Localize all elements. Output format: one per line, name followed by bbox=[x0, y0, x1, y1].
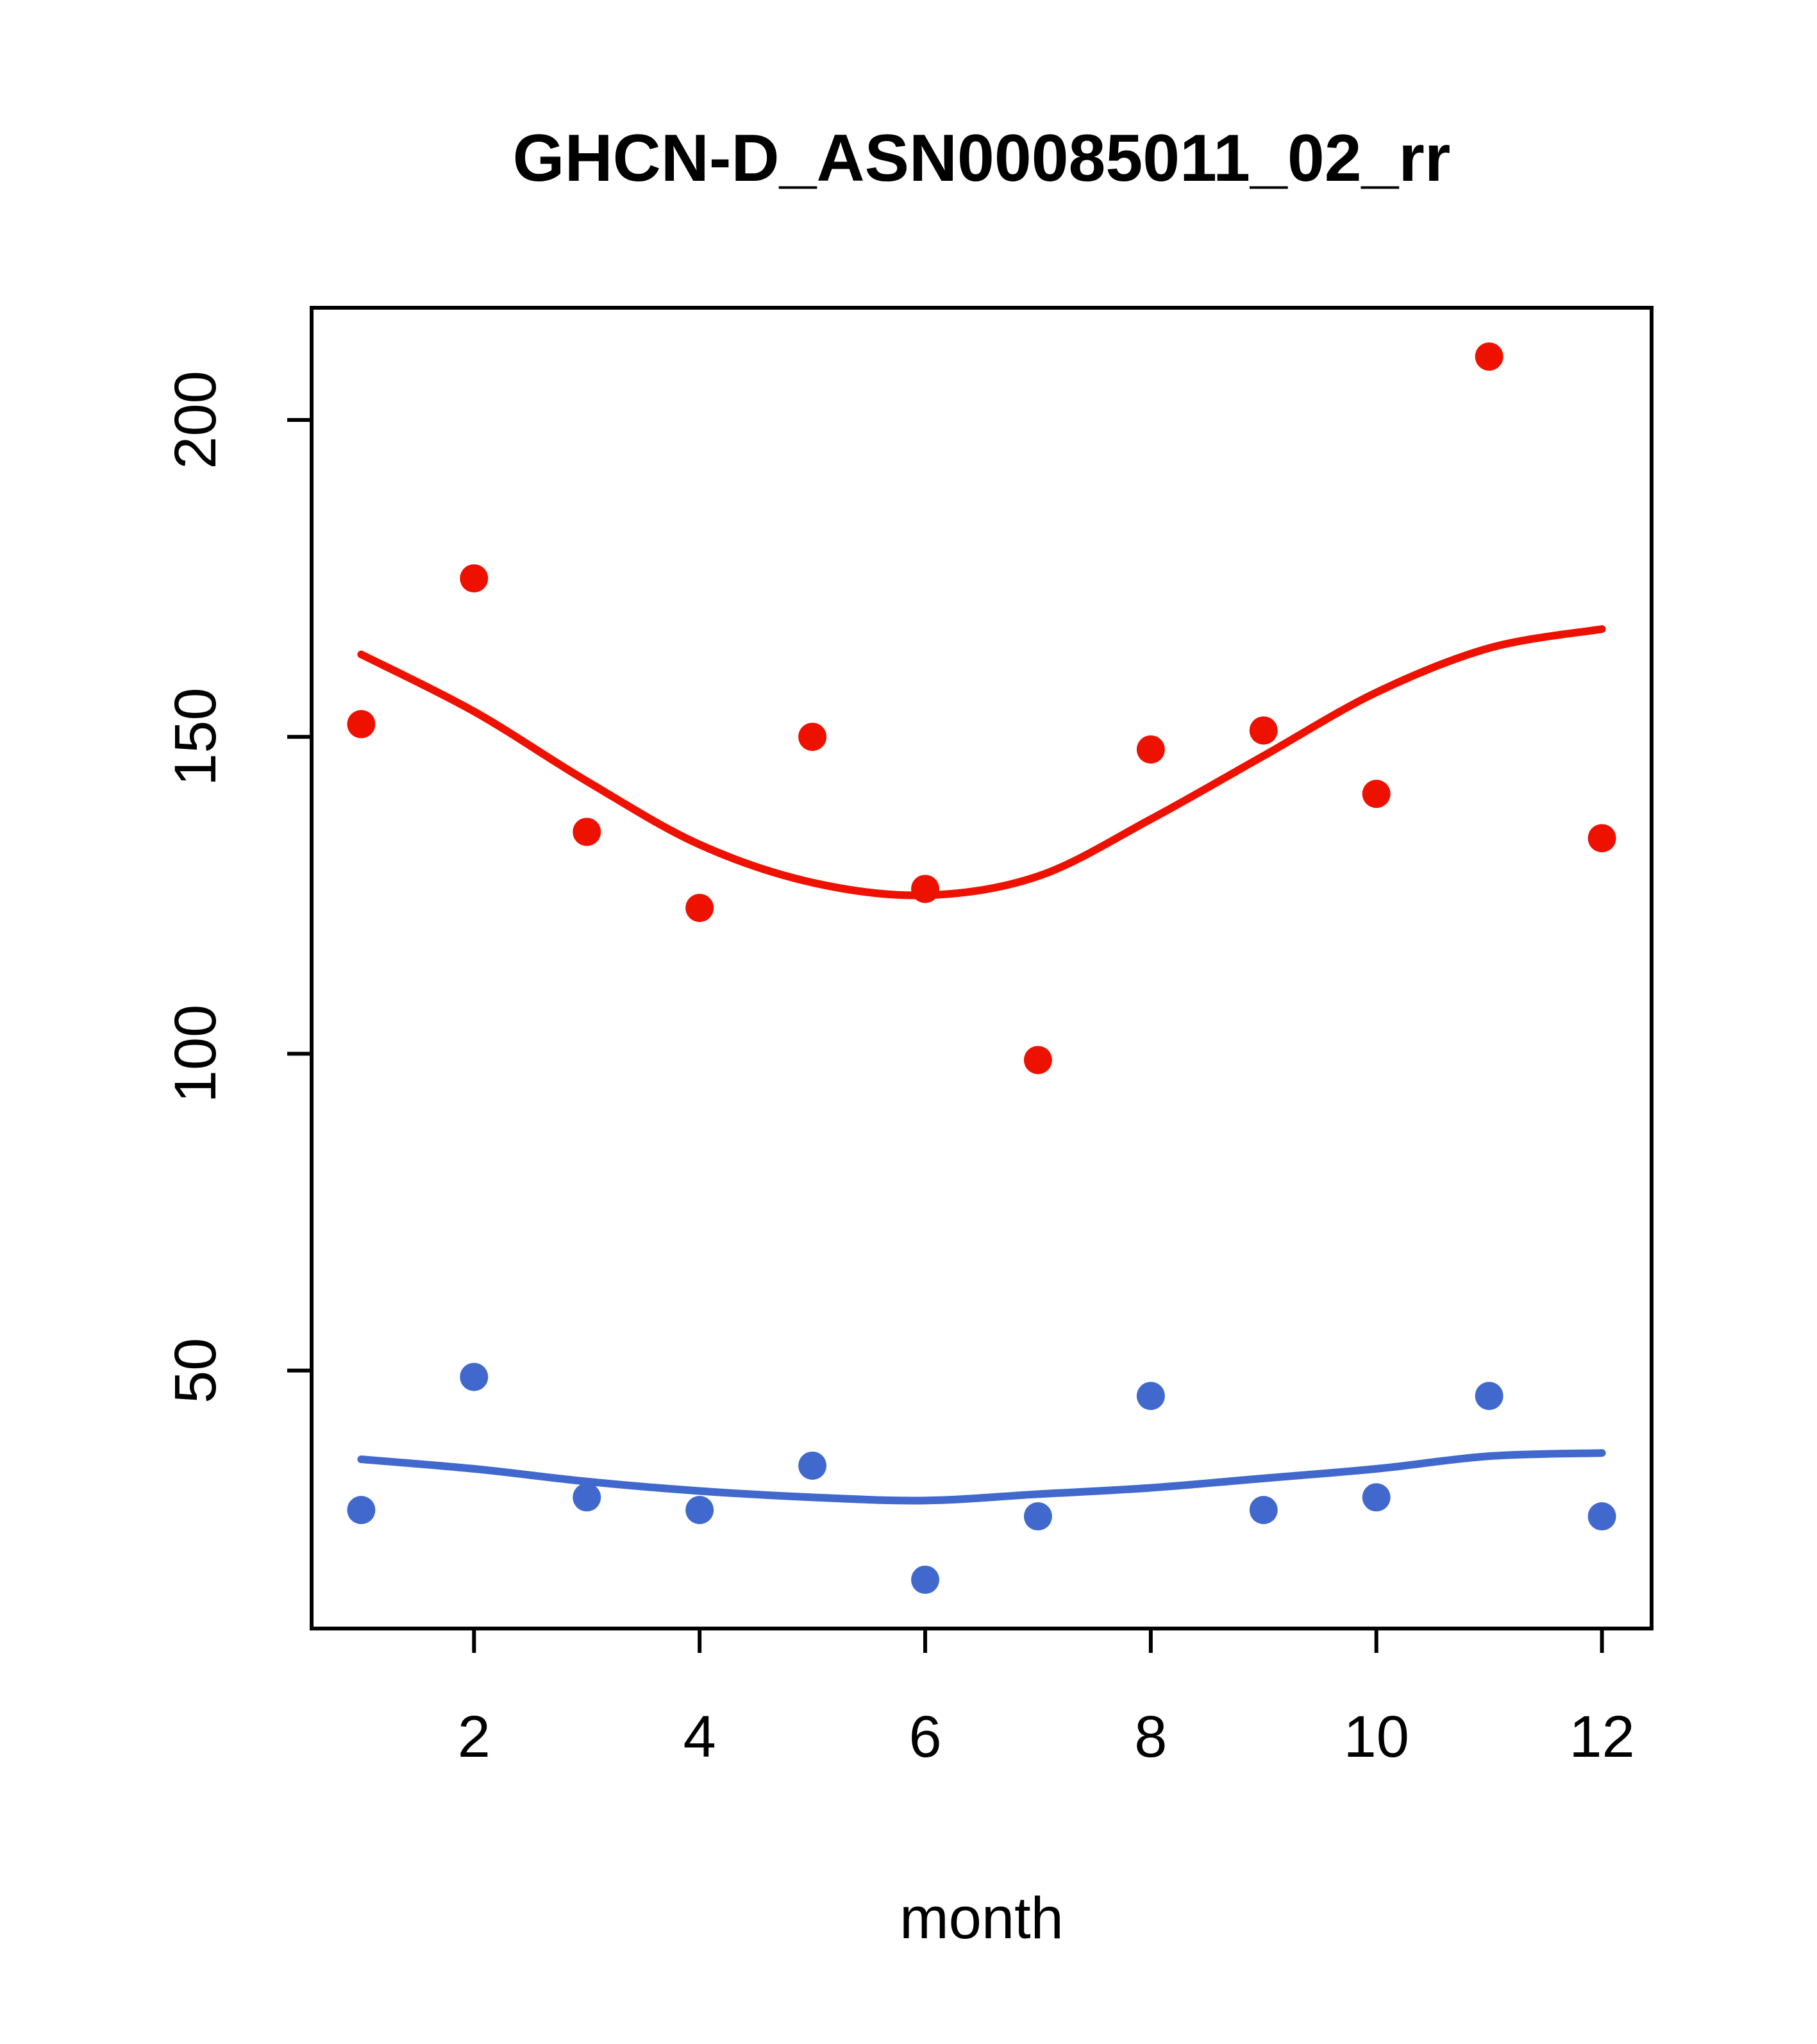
red-monthly-point bbox=[1362, 780, 1391, 808]
x-tick-label: 4 bbox=[683, 1704, 716, 1770]
red-monthly-point bbox=[1136, 735, 1165, 764]
red-monthly-point bbox=[1475, 342, 1503, 371]
x-tick-label: 10 bbox=[1344, 1704, 1409, 1770]
y-tick-label: 100 bbox=[163, 1005, 228, 1103]
red-monthly-point bbox=[685, 894, 714, 923]
blue-monthly-point bbox=[1362, 1483, 1391, 1512]
x-axis-label: month bbox=[900, 1886, 1064, 1951]
blue-monthly-point bbox=[911, 1565, 940, 1594]
blue-smooth-line bbox=[357, 1449, 1606, 1505]
x-tick-label: 2 bbox=[458, 1704, 490, 1770]
blue-monthly-point bbox=[460, 1362, 489, 1391]
blue-monthly-point bbox=[1249, 1496, 1278, 1525]
x-tick-label: 12 bbox=[1569, 1704, 1634, 1770]
blue-monthly-point bbox=[1475, 1382, 1503, 1411]
red-monthly-point bbox=[911, 875, 940, 903]
x-tick-label: 6 bbox=[908, 1704, 941, 1770]
x-tick-label: 8 bbox=[1134, 1704, 1167, 1770]
red-monthly-point bbox=[1249, 716, 1278, 745]
blue-monthly-point bbox=[1023, 1502, 1052, 1531]
red-monthly-point bbox=[347, 710, 376, 739]
y-tick-label: 150 bbox=[163, 687, 228, 786]
plot-box bbox=[310, 306, 1654, 1630]
red-smooth-line bbox=[357, 625, 1606, 900]
red-monthly-point bbox=[798, 723, 827, 751]
blue-monthly-point bbox=[573, 1483, 601, 1512]
y-tick-label: 50 bbox=[163, 1338, 228, 1403]
red-monthly-point bbox=[460, 564, 489, 593]
blue-monthly-point bbox=[1587, 1502, 1616, 1531]
blue-monthly-point bbox=[1136, 1382, 1165, 1411]
chart-title: GHCN-D_ASN00085011_02_rr bbox=[512, 121, 1451, 196]
y-tick-label: 200 bbox=[163, 371, 228, 469]
blue-monthly-point bbox=[685, 1496, 714, 1525]
blue-monthly-point bbox=[798, 1451, 827, 1480]
red-monthly-point bbox=[1023, 1046, 1052, 1075]
red-monthly-point bbox=[1587, 824, 1616, 853]
red-monthly-point bbox=[573, 817, 601, 846]
blue-monthly-point bbox=[347, 1496, 376, 1525]
